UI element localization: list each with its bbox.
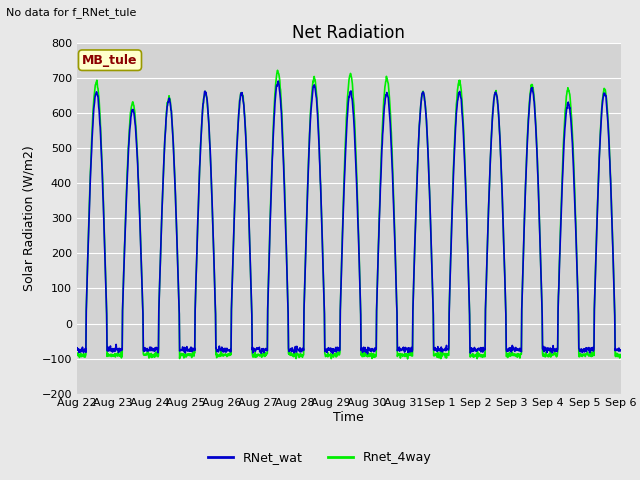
Rnet_4way xyxy=(194,220,202,226)
RNet_wat xyxy=(73,347,81,353)
Rnet_4way xyxy=(274,67,282,73)
Rnet_4way xyxy=(434,350,442,356)
RNet_wat xyxy=(194,218,202,224)
RNet_wat xyxy=(180,345,188,350)
RNet_wat xyxy=(505,347,513,353)
Rnet_4way xyxy=(73,351,81,357)
Rnet_4way xyxy=(505,351,513,357)
Rnet_4way xyxy=(553,353,561,359)
Rnet_4way xyxy=(404,356,412,362)
Rnet_4way xyxy=(180,352,188,358)
Text: MB_tule: MB_tule xyxy=(82,54,138,67)
Rnet_4way xyxy=(617,352,625,358)
Legend: RNet_wat, Rnet_4way: RNet_wat, Rnet_4way xyxy=(203,446,437,469)
Line: Rnet_4way: Rnet_4way xyxy=(77,70,621,359)
RNet_wat xyxy=(255,346,262,352)
Text: No data for f_RNet_tule: No data for f_RNet_tule xyxy=(6,7,137,18)
RNet_wat xyxy=(617,347,625,353)
X-axis label: Time: Time xyxy=(333,411,364,424)
RNet_wat xyxy=(553,348,561,354)
Title: Net Radiation: Net Radiation xyxy=(292,24,405,42)
RNet_wat xyxy=(364,351,371,357)
Rnet_4way xyxy=(255,352,262,358)
RNet_wat xyxy=(434,344,442,349)
Y-axis label: Solar Radiation (W/m2): Solar Radiation (W/m2) xyxy=(23,145,36,291)
RNet_wat xyxy=(275,78,282,84)
Line: RNet_wat: RNet_wat xyxy=(77,81,621,354)
